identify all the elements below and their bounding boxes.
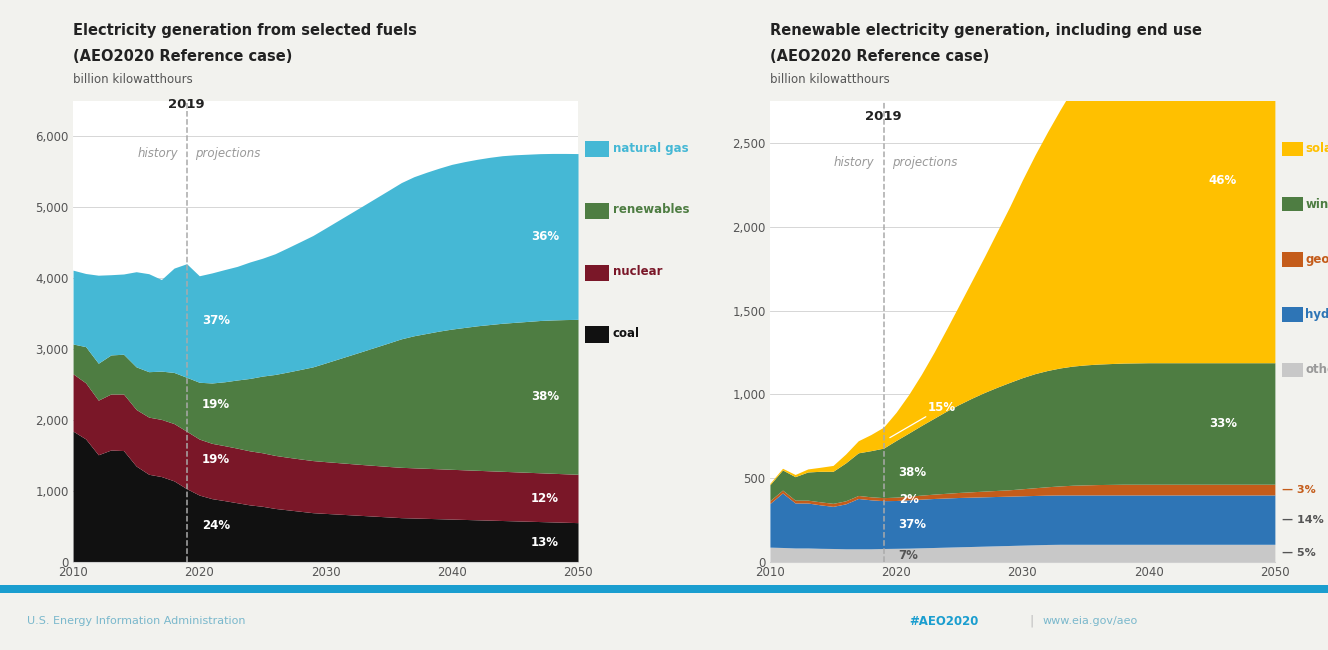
Text: history: history	[137, 148, 178, 161]
Text: — 14%: — 14%	[1282, 515, 1323, 525]
Text: — 5%: — 5%	[1282, 548, 1315, 558]
Text: nuclear: nuclear	[612, 265, 663, 278]
Text: — 3%: — 3%	[1282, 485, 1315, 495]
Text: #AEO2020: #AEO2020	[910, 615, 979, 628]
Text: 36%: 36%	[531, 230, 559, 243]
Text: U.S. Energy Information Administration: U.S. Energy Information Administration	[27, 616, 246, 627]
Text: billion kilowatthours: billion kilowatthours	[73, 73, 193, 86]
Text: 38%: 38%	[531, 390, 559, 403]
Text: 24%: 24%	[202, 519, 230, 532]
Text: 2019: 2019	[866, 110, 902, 123]
Text: (AEO2020 Reference case): (AEO2020 Reference case)	[770, 49, 989, 64]
Text: 12%: 12%	[531, 492, 559, 505]
Text: |: |	[1029, 615, 1033, 628]
Text: history: history	[834, 157, 875, 170]
Text: 37%: 37%	[899, 518, 927, 531]
Text: 19%: 19%	[202, 454, 230, 467]
Text: Electricity generation from selected fuels: Electricity generation from selected fue…	[73, 23, 417, 38]
Text: natural gas: natural gas	[612, 142, 688, 155]
Text: 7%: 7%	[899, 549, 919, 562]
Text: wind: wind	[1305, 198, 1328, 211]
Text: projections: projections	[892, 157, 957, 170]
Text: 2%: 2%	[899, 493, 919, 506]
Text: other: other	[1305, 363, 1328, 376]
Text: 15%: 15%	[890, 401, 956, 437]
Text: 2019: 2019	[169, 98, 205, 111]
Text: geothermal: geothermal	[1305, 253, 1328, 266]
Text: solar: solar	[1305, 142, 1328, 155]
Text: www.eia.gov/aeo: www.eia.gov/aeo	[1042, 616, 1138, 627]
Text: (AEO2020 Reference case): (AEO2020 Reference case)	[73, 49, 292, 64]
Text: 19%: 19%	[202, 398, 230, 411]
Text: hydroelectric: hydroelectric	[1305, 308, 1328, 321]
Text: coal: coal	[612, 327, 640, 340]
Text: 38%: 38%	[899, 467, 927, 480]
Text: Renewable electricity generation, including end use: Renewable electricity generation, includ…	[770, 23, 1202, 38]
Text: 46%: 46%	[1208, 174, 1236, 187]
Text: billion kilowatthours: billion kilowatthours	[770, 73, 890, 86]
Text: 33%: 33%	[1208, 417, 1236, 430]
Text: 13%: 13%	[531, 536, 559, 549]
Text: projections: projections	[195, 148, 260, 161]
Text: renewables: renewables	[612, 203, 689, 216]
Text: 37%: 37%	[202, 314, 230, 327]
